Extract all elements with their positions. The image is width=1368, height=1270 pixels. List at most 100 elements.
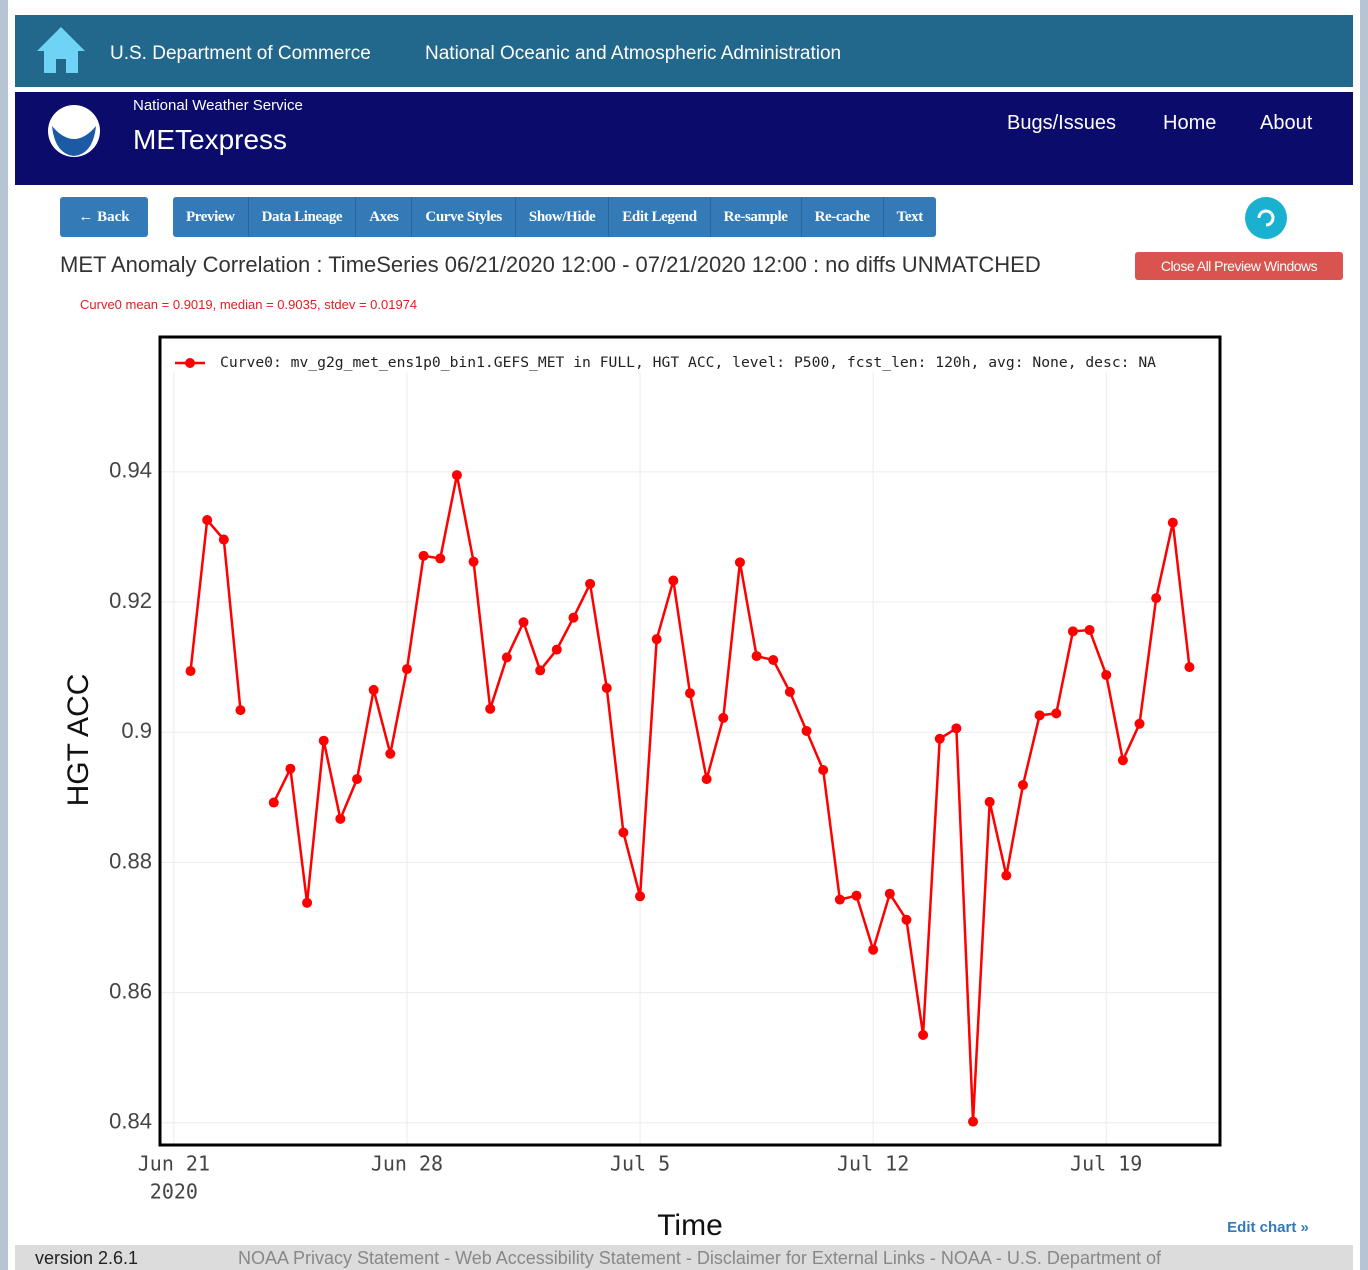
refresh-button[interactable] xyxy=(1244,196,1288,240)
data-point xyxy=(318,735,329,746)
agency-text[interactable]: U.S. Department of Commerce xyxy=(110,43,371,64)
data-point xyxy=(285,763,296,774)
x-tick-label: Jun 28 xyxy=(371,1152,443,1176)
edit-chart-link[interactable]: Edit chart » xyxy=(1227,1219,1309,1236)
data-point xyxy=(1051,708,1062,719)
toolbar-button[interactable]: Edit Legend xyxy=(609,197,711,237)
data-point xyxy=(918,1029,929,1040)
data-point xyxy=(401,664,412,675)
data-point xyxy=(718,712,729,723)
data-point xyxy=(1101,669,1112,680)
service-name: National Weather Service xyxy=(133,97,303,114)
toolbar-button[interactable]: Show/Hide xyxy=(515,197,610,237)
data-point xyxy=(1151,593,1162,604)
toolbar-button[interactable]: Curve Styles xyxy=(412,197,516,237)
data-point xyxy=(352,774,363,785)
y-tick-label: 0.86 xyxy=(109,978,152,1003)
data-point xyxy=(568,612,579,623)
data-point xyxy=(335,813,346,824)
version: version 2.6.1 xyxy=(35,1248,139,1268)
brand-bar: National Weather Service METexpress Bugs… xyxy=(15,92,1353,185)
data-point xyxy=(1034,710,1045,721)
data-point xyxy=(635,891,646,902)
data-point xyxy=(185,666,196,677)
x-tick-label: Jul 12 xyxy=(837,1152,909,1176)
data-point xyxy=(1184,662,1195,673)
data-point xyxy=(751,651,762,662)
app-name[interactable]: METexpress xyxy=(133,124,288,155)
toolbar-button[interactable]: Axes xyxy=(356,197,413,237)
footer-links[interactable]: NOAA Privacy Statement - Web Accessibili… xyxy=(238,1248,1161,1268)
data-point xyxy=(685,688,695,699)
toolbar-button[interactable]: Preview xyxy=(173,197,249,237)
data-point xyxy=(268,797,279,808)
data-point xyxy=(701,774,712,785)
close-button[interactable]: Close All Preview Windows xyxy=(1135,252,1343,280)
data-point xyxy=(501,652,512,663)
data-point xyxy=(734,557,745,568)
footer: version 2.6.1 NOAA Privacy Statement - W… xyxy=(15,1245,1353,1270)
plot-frame xyxy=(158,335,1222,1147)
back-button[interactable]: ← Back xyxy=(60,197,148,237)
curve-stats: Curve0 mean = 0.9019, median = 0.9035, s… xyxy=(80,297,418,312)
data-point xyxy=(951,723,962,734)
x-tick-label: Jul 5 xyxy=(610,1152,670,1176)
data-point xyxy=(934,733,945,744)
y-tick-label: 0.88 xyxy=(109,848,152,873)
data-point xyxy=(468,556,479,567)
plot-title: MET Anomaly Correlation : TimeSeries 06/… xyxy=(60,252,1041,277)
x-tick-label: Jun 21 xyxy=(138,1152,210,1176)
data-point xyxy=(834,894,845,905)
data-point xyxy=(551,644,562,655)
data-point xyxy=(1167,517,1178,528)
home-icon[interactable] xyxy=(35,25,87,75)
data-point xyxy=(668,575,679,586)
data-point xyxy=(302,897,313,908)
y-tick-label: 0.94 xyxy=(109,458,152,483)
y-axis-label: HGT ACC xyxy=(62,674,95,807)
data-point xyxy=(535,665,546,676)
data-point xyxy=(851,890,862,901)
data-point xyxy=(1067,626,1078,637)
agency-bar: U.S. Department of Commerce National Oce… xyxy=(15,15,1353,87)
toolbar-button[interactable]: Re-sample xyxy=(710,197,802,237)
data-point xyxy=(1017,779,1028,790)
toolbar: Preview Data Lineage Axes Curve Styles Show/… xyxy=(173,197,936,237)
data-point xyxy=(768,654,779,665)
noaa-logo xyxy=(48,105,100,157)
data-point xyxy=(235,705,246,716)
toolbar-button[interactable]: Text xyxy=(883,197,936,237)
y-tick-label: 0.84 xyxy=(109,1109,152,1134)
nav-link[interactable]: About xyxy=(1260,112,1313,134)
data-point xyxy=(418,550,429,561)
data-point xyxy=(218,534,229,545)
data-point xyxy=(385,748,396,759)
data-point xyxy=(1134,718,1145,729)
nav-link[interactable]: Home xyxy=(1163,112,1217,134)
data-point xyxy=(1001,870,1012,881)
data-point xyxy=(884,888,895,899)
nav-link[interactable]: Bugs/Issues xyxy=(1007,112,1116,134)
data-point xyxy=(651,634,662,645)
series-line xyxy=(189,517,242,711)
data-point xyxy=(784,686,795,697)
toolbar-button[interactable]: Data Lineage xyxy=(248,197,357,237)
toolbar-button[interactable]: Re-cache xyxy=(801,197,884,237)
data-point xyxy=(1084,625,1095,636)
data-point xyxy=(518,617,529,628)
y-tick-label: 0.9 xyxy=(121,718,152,743)
data-point xyxy=(984,796,995,807)
org-text[interactable]: National Oceanic and Atmospheric Adminis… xyxy=(425,43,842,64)
data-point xyxy=(818,765,829,776)
data-point xyxy=(801,725,812,736)
x-tick-label: Jul 19 xyxy=(1070,1152,1142,1176)
x-tick-year: 2020 xyxy=(150,1180,198,1204)
data-point xyxy=(868,944,879,955)
y-tick-label: 0.92 xyxy=(109,588,152,613)
data-point xyxy=(901,914,912,925)
data-point xyxy=(485,703,496,714)
data-point xyxy=(435,553,446,564)
data-point xyxy=(202,515,213,526)
chart: 0.84 0.86 0.88 0.9 0.92 0.94 Jun 21 2020 Jun 28 J… xyxy=(62,335,1309,1242)
data-point xyxy=(1117,755,1128,766)
